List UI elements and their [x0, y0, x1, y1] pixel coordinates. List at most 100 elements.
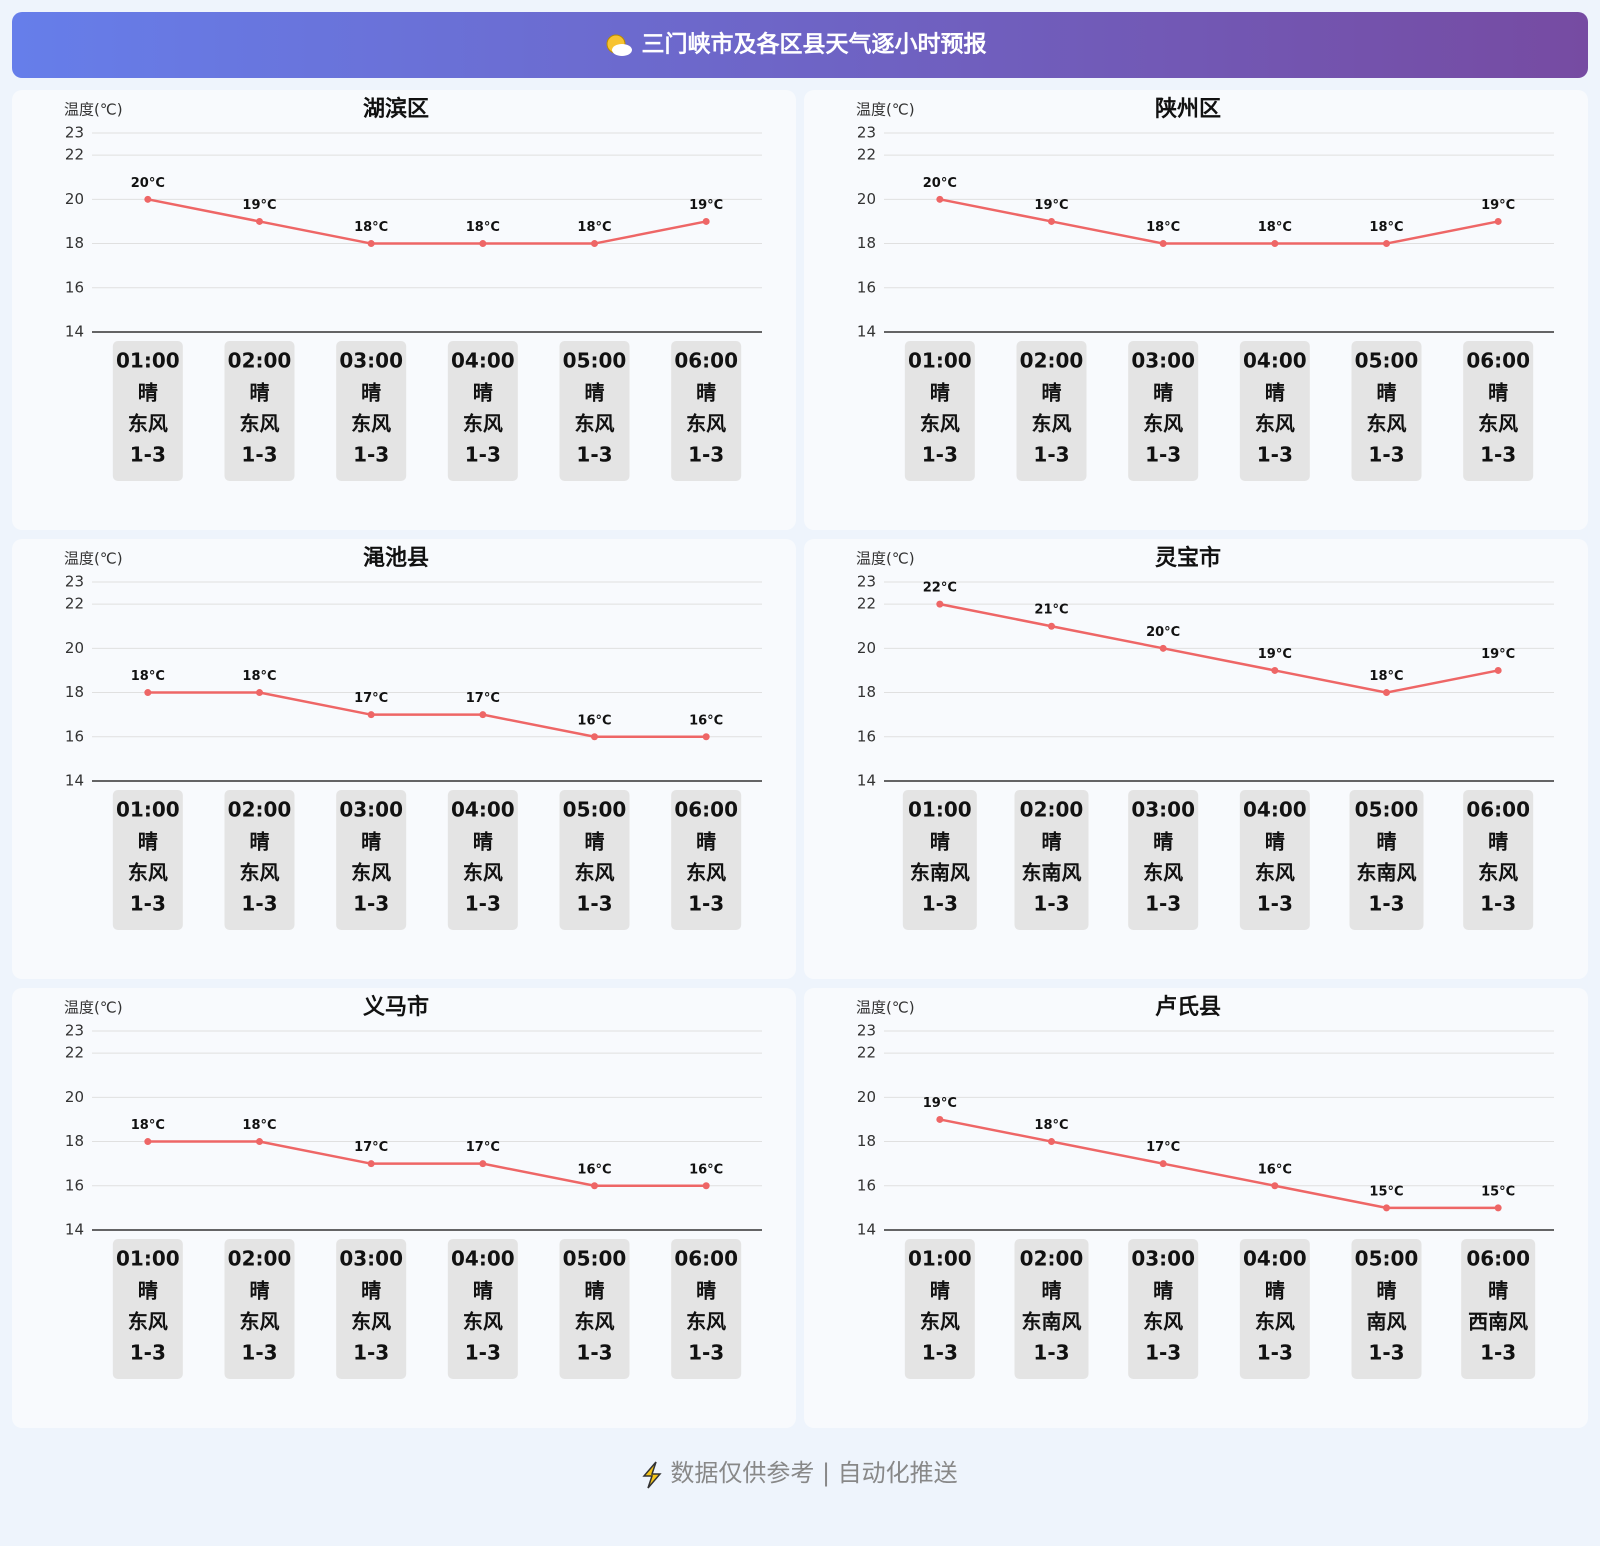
y-tick-label: 18: [857, 683, 876, 701]
temp-point: [367, 240, 375, 248]
wind-level-label: 1-3: [465, 892, 501, 916]
weather-label: 晴: [585, 1279, 605, 1303]
y-axis-label: 温度(℃): [64, 550, 123, 568]
value-label: 18°C: [1258, 220, 1292, 235]
wind-label: 东风: [1143, 861, 1183, 885]
hour-box: [1463, 790, 1534, 930]
wind-label: 东南风: [1357, 861, 1417, 885]
y-tick-label: 16: [65, 727, 84, 745]
wind-label: 东风: [920, 1310, 960, 1334]
y-tick-label: 20: [857, 639, 876, 657]
wind-level-label: 1-3: [922, 1341, 958, 1365]
temp-point: [1159, 1160, 1167, 1168]
temp-point: [1383, 240, 1390, 248]
hour-box: [559, 1239, 630, 1379]
wind-level-label: 1-3: [1145, 443, 1181, 467]
wind-level-label: 1-3: [130, 892, 166, 916]
value-label: 18°C: [242, 1118, 276, 1133]
value-label: 15°C: [1369, 1184, 1403, 1199]
weather-label: 晴: [1488, 381, 1508, 405]
hour-box: [447, 341, 518, 481]
y-tick-label: 23: [65, 573, 84, 591]
value-label: 18°C: [466, 220, 500, 235]
temp-line: [147, 198, 707, 245]
value-label: 18°C: [1146, 220, 1180, 235]
temp-point: [1271, 240, 1279, 248]
y-tick-label: 16: [857, 727, 876, 745]
y-tick-label: 22: [857, 595, 876, 613]
wind-level-label: 1-3: [130, 1341, 166, 1365]
hour-label: 06:00: [1466, 349, 1530, 373]
weather-label: 晴: [696, 830, 716, 854]
hour-label: 03:00: [1131, 1247, 1195, 1271]
y-tick-label: 23: [65, 124, 84, 142]
wind-label: 东风: [920, 412, 960, 436]
weather-label: 晴: [1488, 1279, 1508, 1303]
value-label: 18°C: [354, 220, 388, 235]
hour-box: [1014, 1239, 1089, 1379]
wind-label: 东风: [240, 412, 280, 436]
temp-point: [367, 711, 375, 719]
y-tick-label: 18: [65, 1132, 84, 1150]
y-tick-label: 22: [65, 1044, 84, 1062]
temp-point: [1271, 1182, 1279, 1190]
y-tick-label: 18: [65, 234, 84, 252]
value-label: 20°C: [923, 176, 957, 191]
hour-box: [904, 1239, 975, 1379]
hour-label: 04:00: [451, 798, 515, 822]
weather-label: 晴: [930, 830, 950, 854]
hour-label: 01:00: [908, 349, 972, 373]
weather-label: 晴: [585, 381, 605, 405]
temp-point: [1048, 1138, 1055, 1146]
hour-box: [336, 790, 407, 930]
wind-level-label: 1-3: [1033, 443, 1069, 467]
weather-label: 晴: [1265, 1279, 1285, 1303]
wind-label: 东南风: [1022, 861, 1082, 885]
wind-level-label: 1-3: [922, 892, 958, 916]
y-tick-label: 23: [65, 1022, 84, 1040]
temp-point: [1048, 622, 1055, 630]
weather-label: 晴: [1153, 830, 1173, 854]
y-tick-label: 20: [857, 190, 876, 208]
weather-label: 晴: [250, 381, 270, 405]
wind-label: 东风: [128, 861, 168, 885]
weather-label: 晴: [1377, 1279, 1397, 1303]
value-label: 19°C: [1034, 198, 1068, 213]
value-label: 17°C: [466, 691, 500, 706]
wind-label: 南风: [1367, 1310, 1407, 1334]
hour-label: 01:00: [116, 798, 180, 822]
y-tick-label: 22: [857, 146, 876, 164]
y-tick-label: 14: [65, 772, 84, 790]
wind-level-label: 1-3: [1033, 1341, 1069, 1365]
hour-box: [224, 1239, 295, 1379]
weather-label: 晴: [250, 1279, 270, 1303]
wind-level-label: 1-3: [353, 443, 389, 467]
value-label: 21°C: [1034, 603, 1068, 618]
weather-label: 晴: [250, 830, 270, 854]
hour-box: [224, 341, 295, 481]
hour-box: [1128, 790, 1199, 930]
temp-point: [591, 1182, 598, 1190]
wind-level-label: 1-3: [241, 1341, 277, 1365]
weather-label: 晴: [138, 381, 158, 405]
temp-point: [591, 240, 598, 248]
y-tick-label: 22: [65, 595, 84, 613]
value-label: 16°C: [689, 713, 723, 728]
weather-label: 晴: [473, 1279, 493, 1303]
temp-point: [1494, 217, 1502, 225]
temp-point: [1383, 689, 1390, 697]
hour-box: [1351, 1239, 1422, 1379]
wind-level-label: 1-3: [688, 1341, 724, 1365]
wind-level-label: 1-3: [241, 443, 277, 467]
hour-label: 01:00: [908, 1247, 972, 1271]
value-label: 18°C: [131, 669, 165, 684]
wind-level-label: 1-3: [1257, 892, 1293, 916]
value-label: 16°C: [689, 1162, 723, 1177]
y-tick-label: 14: [857, 323, 876, 341]
wind-label: 东风: [128, 412, 168, 436]
wind-label: 东风: [575, 412, 615, 436]
value-label: 19°C: [1481, 647, 1515, 662]
value-label: 15°C: [1481, 1184, 1515, 1199]
hour-box: [559, 790, 630, 930]
